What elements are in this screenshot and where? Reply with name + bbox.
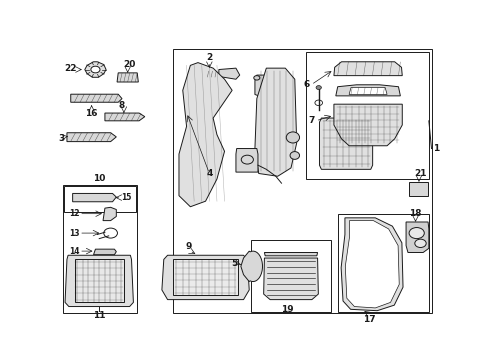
Polygon shape xyxy=(406,222,429,252)
Polygon shape xyxy=(319,118,373,169)
Bar xyxy=(251,240,331,312)
Polygon shape xyxy=(349,87,387,94)
Polygon shape xyxy=(334,104,402,146)
Circle shape xyxy=(254,76,260,80)
Text: 6: 6 xyxy=(304,80,310,89)
Ellipse shape xyxy=(290,152,299,159)
Bar xyxy=(173,260,238,296)
Text: 12: 12 xyxy=(70,209,80,218)
Text: 19: 19 xyxy=(281,305,294,314)
Polygon shape xyxy=(255,68,297,176)
Text: 8: 8 xyxy=(119,101,125,110)
Polygon shape xyxy=(67,133,116,141)
Ellipse shape xyxy=(286,132,299,143)
Polygon shape xyxy=(336,85,400,96)
Text: 22: 22 xyxy=(64,64,76,73)
Polygon shape xyxy=(105,113,145,121)
Text: 15: 15 xyxy=(121,193,132,202)
Polygon shape xyxy=(410,182,428,196)
Text: 1: 1 xyxy=(433,144,439,153)
Polygon shape xyxy=(85,62,106,77)
Polygon shape xyxy=(236,149,258,172)
Polygon shape xyxy=(94,249,116,255)
Polygon shape xyxy=(341,218,403,311)
Text: 21: 21 xyxy=(415,169,427,178)
Bar xyxy=(63,185,137,314)
Circle shape xyxy=(91,66,100,73)
Polygon shape xyxy=(265,252,318,256)
Polygon shape xyxy=(117,73,138,82)
Text: 17: 17 xyxy=(363,315,376,324)
Text: 18: 18 xyxy=(409,209,422,218)
Text: 14: 14 xyxy=(70,247,80,256)
Text: 2: 2 xyxy=(206,53,213,62)
Text: 9: 9 xyxy=(185,242,192,251)
Polygon shape xyxy=(65,255,133,307)
Circle shape xyxy=(409,228,424,239)
Text: 13: 13 xyxy=(70,229,80,238)
Polygon shape xyxy=(345,221,399,308)
Bar xyxy=(64,186,136,212)
Text: 10: 10 xyxy=(93,174,105,183)
Text: 4: 4 xyxy=(206,169,213,178)
Text: 7: 7 xyxy=(308,116,315,125)
Circle shape xyxy=(415,239,426,247)
Text: 11: 11 xyxy=(93,311,105,320)
Bar xyxy=(74,260,124,302)
Text: 5: 5 xyxy=(232,259,238,268)
Text: 3: 3 xyxy=(58,134,64,143)
Polygon shape xyxy=(103,207,116,221)
Polygon shape xyxy=(71,94,122,102)
Polygon shape xyxy=(264,258,318,300)
Polygon shape xyxy=(219,68,240,79)
Bar xyxy=(173,49,432,314)
Polygon shape xyxy=(179,63,232,207)
Polygon shape xyxy=(255,75,270,97)
Text: 16: 16 xyxy=(85,109,98,118)
Circle shape xyxy=(316,86,321,90)
Polygon shape xyxy=(162,255,249,300)
Polygon shape xyxy=(241,251,263,282)
Bar xyxy=(339,214,429,312)
Text: 20: 20 xyxy=(123,60,136,69)
Polygon shape xyxy=(206,71,217,77)
Polygon shape xyxy=(334,62,402,76)
Polygon shape xyxy=(73,193,116,202)
Bar xyxy=(306,52,429,179)
